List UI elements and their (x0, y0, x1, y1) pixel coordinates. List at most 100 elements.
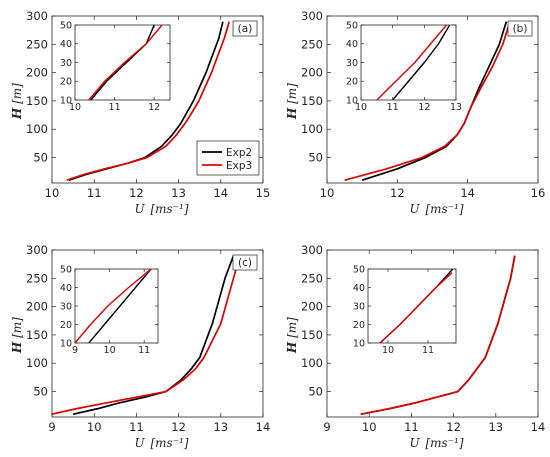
y-axis-label-group: H [m] (285, 83, 299, 120)
x-axis-unit: [ms⁻¹] (425, 436, 463, 450)
inset-series-line-exp3 (75, 269, 152, 343)
y-tick-label: 150 (301, 328, 323, 342)
inset-y-tick-label: 30 (353, 301, 365, 312)
x-tick-label: 12 (390, 186, 405, 200)
inset-y-tick-label: 50 (353, 264, 365, 275)
y-tick-label: 50 (308, 151, 323, 165)
x-axis-label: U (134, 202, 145, 216)
inset-y-tick-label: 10 (346, 95, 358, 106)
inset-y-tick-label: 10 (60, 338, 72, 349)
y-tick-label: 200 (301, 66, 323, 80)
series-line-exp3 (52, 255, 241, 415)
inset-x-tick-label: 11 (387, 102, 399, 113)
inset-y-tick-label: 40 (346, 39, 358, 50)
series-line-exp3 (344, 21, 511, 181)
x-axis-label: U (134, 436, 145, 450)
panel-tag: (c) (238, 257, 252, 269)
inset-y-tick-label: 40 (353, 283, 365, 294)
inset-y-tick-label: 50 (60, 20, 72, 31)
x-tick-label: 14 (213, 186, 228, 200)
x-axis-unit: [ms⁻¹] (425, 202, 463, 216)
y-tick-label: 300 (301, 243, 323, 257)
y-tick-label: 250 (301, 271, 323, 285)
inset-y-tick-label: 20 (60, 320, 72, 331)
y-tick-label: 100 (26, 122, 48, 136)
x-tick-label: 9 (48, 420, 55, 434)
chart-panel-1: 10 11 12 13 14 15 50 100 150 200 250 300 U [ms⁻¹] H [m]… (10, 9, 270, 216)
x-tick-label: 10 (45, 186, 60, 200)
panel-tag-box (507, 20, 533, 37)
x-tick-label: 13 (171, 186, 186, 200)
panel-tag-box (232, 254, 258, 271)
x-tick-label: 14 (531, 420, 546, 434)
x-tick-label: 13 (213, 420, 228, 434)
y-tick-label: 150 (26, 328, 48, 342)
y-tick-label: 250 (26, 37, 48, 51)
y-axis-unit: [m] (10, 83, 24, 104)
legend-label-exp3: Exp3 (226, 160, 252, 172)
x-axis-unit: [ms⁻¹] (150, 202, 188, 216)
inset-y-tick-label: 30 (60, 58, 72, 69)
inset-y-tick-label: 20 (346, 77, 358, 88)
y-tick-label: 300 (301, 9, 323, 23)
y-tick-label: 100 (26, 356, 48, 370)
y-axis-label-group: H [m] (10, 83, 24, 120)
x-tick-label: 11 (129, 420, 144, 434)
x-tick-label: 10 (362, 420, 377, 434)
x-tick-label: 12 (129, 186, 144, 200)
inset-x-tick-label: 11 (422, 345, 434, 356)
y-axis-unit: [m] (10, 317, 24, 338)
x-tick-label: 10 (87, 420, 102, 434)
legend-box (196, 140, 260, 176)
inset-y-tick-label: 50 (346, 20, 358, 31)
y-axis-label-group: H [m] (285, 317, 299, 354)
chart-panel-4: 9 10 11 12 13 14 50 100 150 200 250 300 U [ms⁻¹] H [m] 1… (285, 243, 545, 450)
y-axis-label: H (285, 341, 299, 354)
x-tick-label: 12 (171, 420, 186, 434)
series-line-exp3 (66, 21, 231, 181)
inset-x-tick-label: 10 (104, 345, 116, 356)
x-tick-label: 15 (256, 186, 271, 200)
inset-plot-frame (360, 24, 457, 101)
chart-panel-2: 10 12 14 16 50 100 150 200 250 300 U [ms⁻¹] H [m] 10 11… (285, 9, 545, 216)
y-tick-label: 200 (26, 300, 48, 314)
x-tick-label: 13 (488, 420, 503, 434)
y-tick-label: 300 (26, 9, 48, 23)
inset-series-line-exp2 (392, 25, 451, 100)
y-tick-label: 200 (26, 66, 48, 80)
inset-y-tick-label: 30 (346, 58, 358, 69)
x-tick-label: 9 (323, 420, 330, 434)
inset-y-tick-label: 10 (60, 95, 72, 106)
panel-tag: (b) (513, 23, 528, 35)
y-tick-label: 50 (33, 151, 48, 165)
series-line-exp3 (360, 255, 516, 416)
inset-x-tick-label: 11 (138, 345, 150, 356)
y-axis-unit: [m] (285, 317, 299, 338)
x-tick-label: 11 (87, 186, 102, 200)
y-tick-label: 250 (26, 271, 48, 285)
x-tick-label: 14 (460, 186, 475, 200)
inset-plot-frame (74, 24, 171, 101)
y-tick-label: 50 (33, 385, 48, 399)
y-tick-label: 200 (301, 300, 323, 314)
y-tick-label: 250 (301, 37, 323, 51)
y-tick-label: 150 (26, 94, 48, 108)
y-axis-unit: [m] (285, 83, 299, 104)
inset-x-tick-label: 13 (450, 102, 462, 113)
inset-series-line-exp3 (379, 272, 453, 343)
inset-series-line-exp3 (88, 25, 163, 100)
x-axis-label: U (409, 436, 420, 450)
inset-y-tick-label: 50 (60, 264, 72, 275)
inset-y-tick-label: 10 (353, 338, 365, 349)
y-tick-label: 150 (301, 94, 323, 108)
inset-series-line-exp3 (376, 25, 448, 100)
inset-y-tick-label: 40 (60, 39, 72, 50)
y-tick-label: 100 (301, 356, 323, 370)
panel-tag-box (232, 20, 258, 37)
inset-series-line-exp2 (90, 25, 155, 100)
x-axis-unit: [ms⁻¹] (150, 436, 188, 450)
y-tick-label: 300 (26, 243, 48, 257)
